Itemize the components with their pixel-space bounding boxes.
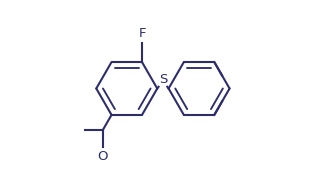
Text: F: F [138,27,146,40]
Text: S: S [159,73,167,86]
Text: O: O [98,150,108,163]
